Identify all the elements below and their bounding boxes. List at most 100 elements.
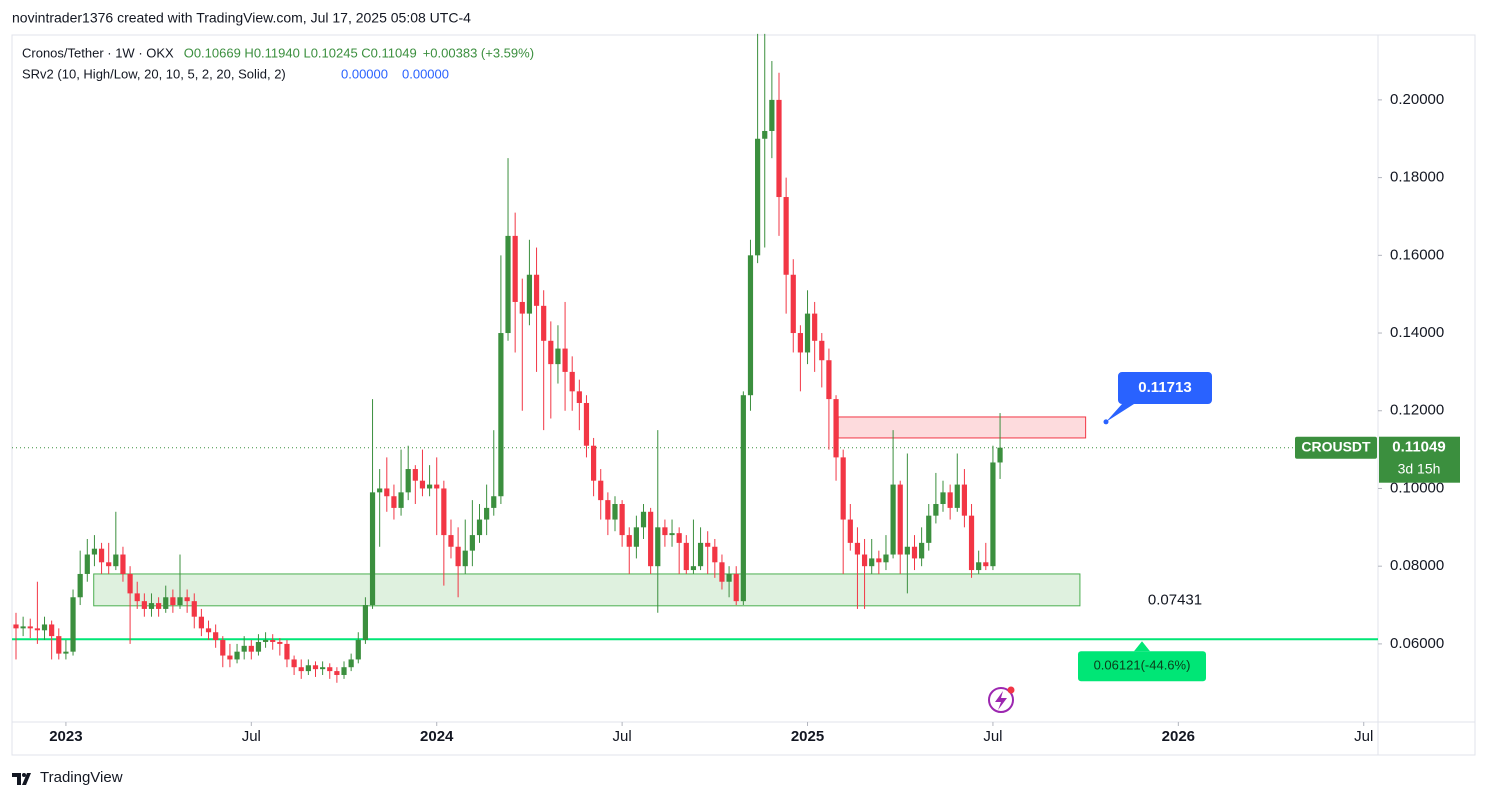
- x-tick-label: Jul: [613, 728, 632, 745]
- candle-body: [619, 504, 625, 536]
- candle-body: [762, 130, 768, 139]
- candle-body: [990, 462, 996, 567]
- candle-body: [84, 554, 90, 574]
- candle-body: [947, 492, 953, 508]
- y-tick-label: 0.06000: [1390, 635, 1444, 652]
- candle-body: [469, 535, 475, 551]
- candle-body: [705, 542, 711, 547]
- x-tick-label: 2023: [49, 728, 82, 745]
- candle-body: [98, 548, 105, 563]
- candle-body: [819, 340, 825, 361]
- candle-body: [248, 645, 254, 652]
- candle-body: [412, 469, 418, 481]
- candle-body: [940, 492, 946, 505]
- symbol-tag: [1295, 436, 1377, 459]
- candle-body: [555, 348, 561, 365]
- candle-body: [355, 640, 361, 660]
- candle-body: [590, 445, 597, 481]
- candle-body: [426, 484, 433, 489]
- candle-body: [405, 469, 411, 493]
- candle-body: [769, 99, 775, 131]
- y-tick-label: 0.08000: [1390, 557, 1444, 574]
- candle-body: [548, 340, 554, 365]
- candle-body: [327, 667, 333, 672]
- indicator-value: 0.00000: [402, 66, 449, 81]
- candle-body: [883, 554, 889, 563]
- candle-body: [198, 616, 204, 629]
- candle-body: [926, 515, 932, 543]
- candle-body: [904, 546, 910, 555]
- candle-body: [334, 671, 340, 675]
- price-label: 0.11049: [1392, 439, 1445, 456]
- target-label: 0.06121(-44.6%): [1094, 658, 1191, 673]
- candle-body: [790, 274, 796, 334]
- candle-body: [491, 496, 497, 508]
- candle-body: [533, 274, 540, 306]
- candle-body: [348, 659, 354, 668]
- candle-body: [576, 391, 582, 403]
- candle-body: [127, 573, 133, 594]
- candle-body: [505, 235, 511, 334]
- candle-body: [605, 500, 611, 520]
- candle-body: [41, 624, 48, 631]
- candle-body: [911, 546, 918, 559]
- candle-body: [227, 655, 233, 660]
- candle-body: [833, 399, 839, 458]
- candle-body: [812, 313, 818, 341]
- candle-body: [662, 527, 668, 536]
- candle-body: [648, 511, 654, 567]
- candle-body: [284, 643, 290, 660]
- flash-icon[interactable]: [988, 686, 1015, 713]
- zone: [837, 416, 1087, 439]
- candle-body: [177, 597, 183, 606]
- candle-body: [448, 535, 454, 547]
- candle-body: [455, 546, 461, 567]
- candle-body: [191, 601, 197, 617]
- candle-body: [512, 235, 518, 302]
- y-tick-label: 0.16000: [1390, 246, 1444, 263]
- candle-body: [655, 527, 661, 567]
- y-tick-label: 0.20000: [1390, 91, 1444, 108]
- candle-body: [747, 255, 754, 396]
- candle-body: [968, 515, 975, 571]
- candle-body: [783, 197, 789, 275]
- candle-body: [70, 597, 76, 652]
- callout-label: 0.11713: [1138, 379, 1191, 396]
- x-tick-label: Jul: [1354, 728, 1373, 745]
- change-legend: +0.00383 (+3.59%): [423, 45, 534, 60]
- candle-body: [583, 402, 590, 446]
- x-tick-label: 2026: [1162, 728, 1195, 745]
- candle-body: [776, 99, 782, 198]
- candle-body: [697, 542, 704, 567]
- candle-body: [683, 542, 689, 571]
- candle-body: [298, 667, 304, 672]
- candle-body: [419, 480, 426, 489]
- candle-body: [291, 659, 297, 668]
- candle-body: [640, 511, 647, 528]
- candle-body: [63, 651, 69, 654]
- candle-body: [861, 554, 868, 567]
- candle-body: [49, 624, 55, 637]
- indicator-value: 0.00000: [341, 66, 388, 81]
- candle-body: [163, 597, 169, 609]
- candle-body: [626, 535, 632, 547]
- candle-body: [826, 360, 832, 400]
- candle-body: [220, 640, 226, 656]
- candle-body: [441, 488, 447, 536]
- y-tick-label: 0.14000: [1390, 324, 1444, 341]
- candle-body: [34, 628, 40, 631]
- symbol-label: CROUSDT: [1301, 438, 1371, 454]
- candle-body: [476, 519, 483, 536]
- candle-body: [712, 546, 718, 563]
- candle-body: [797, 333, 803, 353]
- candle-body: [277, 641, 283, 644]
- candle-body: [398, 492, 404, 508]
- y-tick-label: 0.10000: [1390, 479, 1444, 496]
- candle-body: [241, 645, 247, 652]
- candle-body: [384, 488, 390, 497]
- candle-body: [612, 504, 618, 520]
- target-label-box: [1078, 651, 1206, 682]
- candle-body: [876, 558, 882, 563]
- candle-body: [484, 507, 490, 520]
